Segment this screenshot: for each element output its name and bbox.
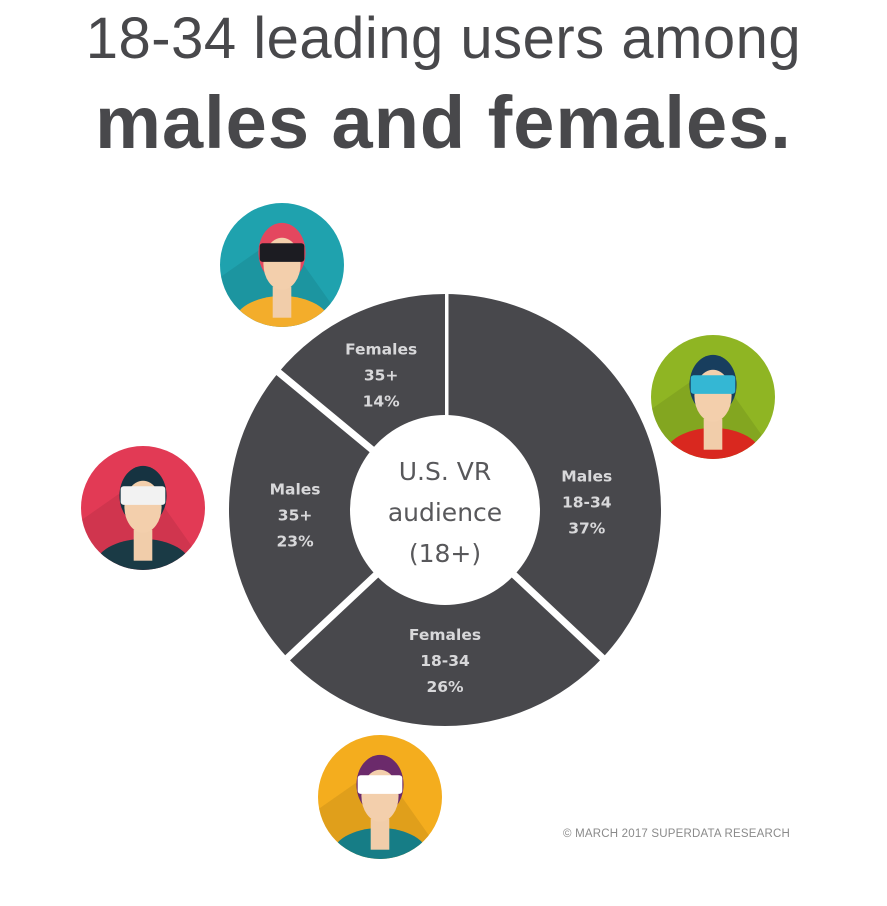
slice-label-age: 18-34 [562, 494, 612, 512]
center-label-line-3: (18+) [409, 539, 481, 568]
slice-label-percent: 37% [568, 520, 606, 538]
donut-slice-females-18-34 [287, 573, 603, 726]
slice-label-percent: 26% [426, 678, 464, 696]
center-label-line-1: U.S. VR [399, 457, 491, 486]
slice-label-group: Females [345, 340, 417, 358]
female-18-34-avatar [318, 735, 442, 859]
source-credit: © MARCH 2017 SUPERDATA RESEARCH [563, 828, 791, 840]
donut-slice-males-18-34 [445, 294, 661, 658]
slice-label-group: Males [561, 468, 612, 486]
slice-label-age: 18-34 [420, 652, 470, 670]
slice-label-group: Females [409, 626, 481, 644]
title-line-2: males and females. [95, 81, 792, 164]
donut-slice-males-35-plus [229, 372, 378, 658]
slice-label-age: 35+ [278, 507, 313, 525]
male-18-34-avatar [651, 335, 775, 459]
slice-label-percent: 23% [277, 533, 315, 551]
slice-label-age: 35+ [364, 366, 399, 384]
slice-separator [272, 366, 380, 457]
slice-label-group: Males [270, 481, 321, 499]
donut-center-hole [350, 415, 540, 605]
slice-separator [281, 567, 384, 664]
slice-labels: Males 18-34 37% Females 18-34 26% Males 35+ 23% F… [270, 340, 613, 696]
slice-label-percent: 14% [363, 392, 401, 410]
male-35-plus-avatar [81, 446, 205, 570]
center-label-line-2: audience [388, 498, 502, 527]
slice-separator [506, 567, 609, 664]
avatars [81, 203, 775, 859]
donut-slice-females-35-plus [278, 294, 445, 451]
title-line-1: 18-34 leading users among [85, 6, 802, 71]
donut-slices [229, 289, 661, 726]
